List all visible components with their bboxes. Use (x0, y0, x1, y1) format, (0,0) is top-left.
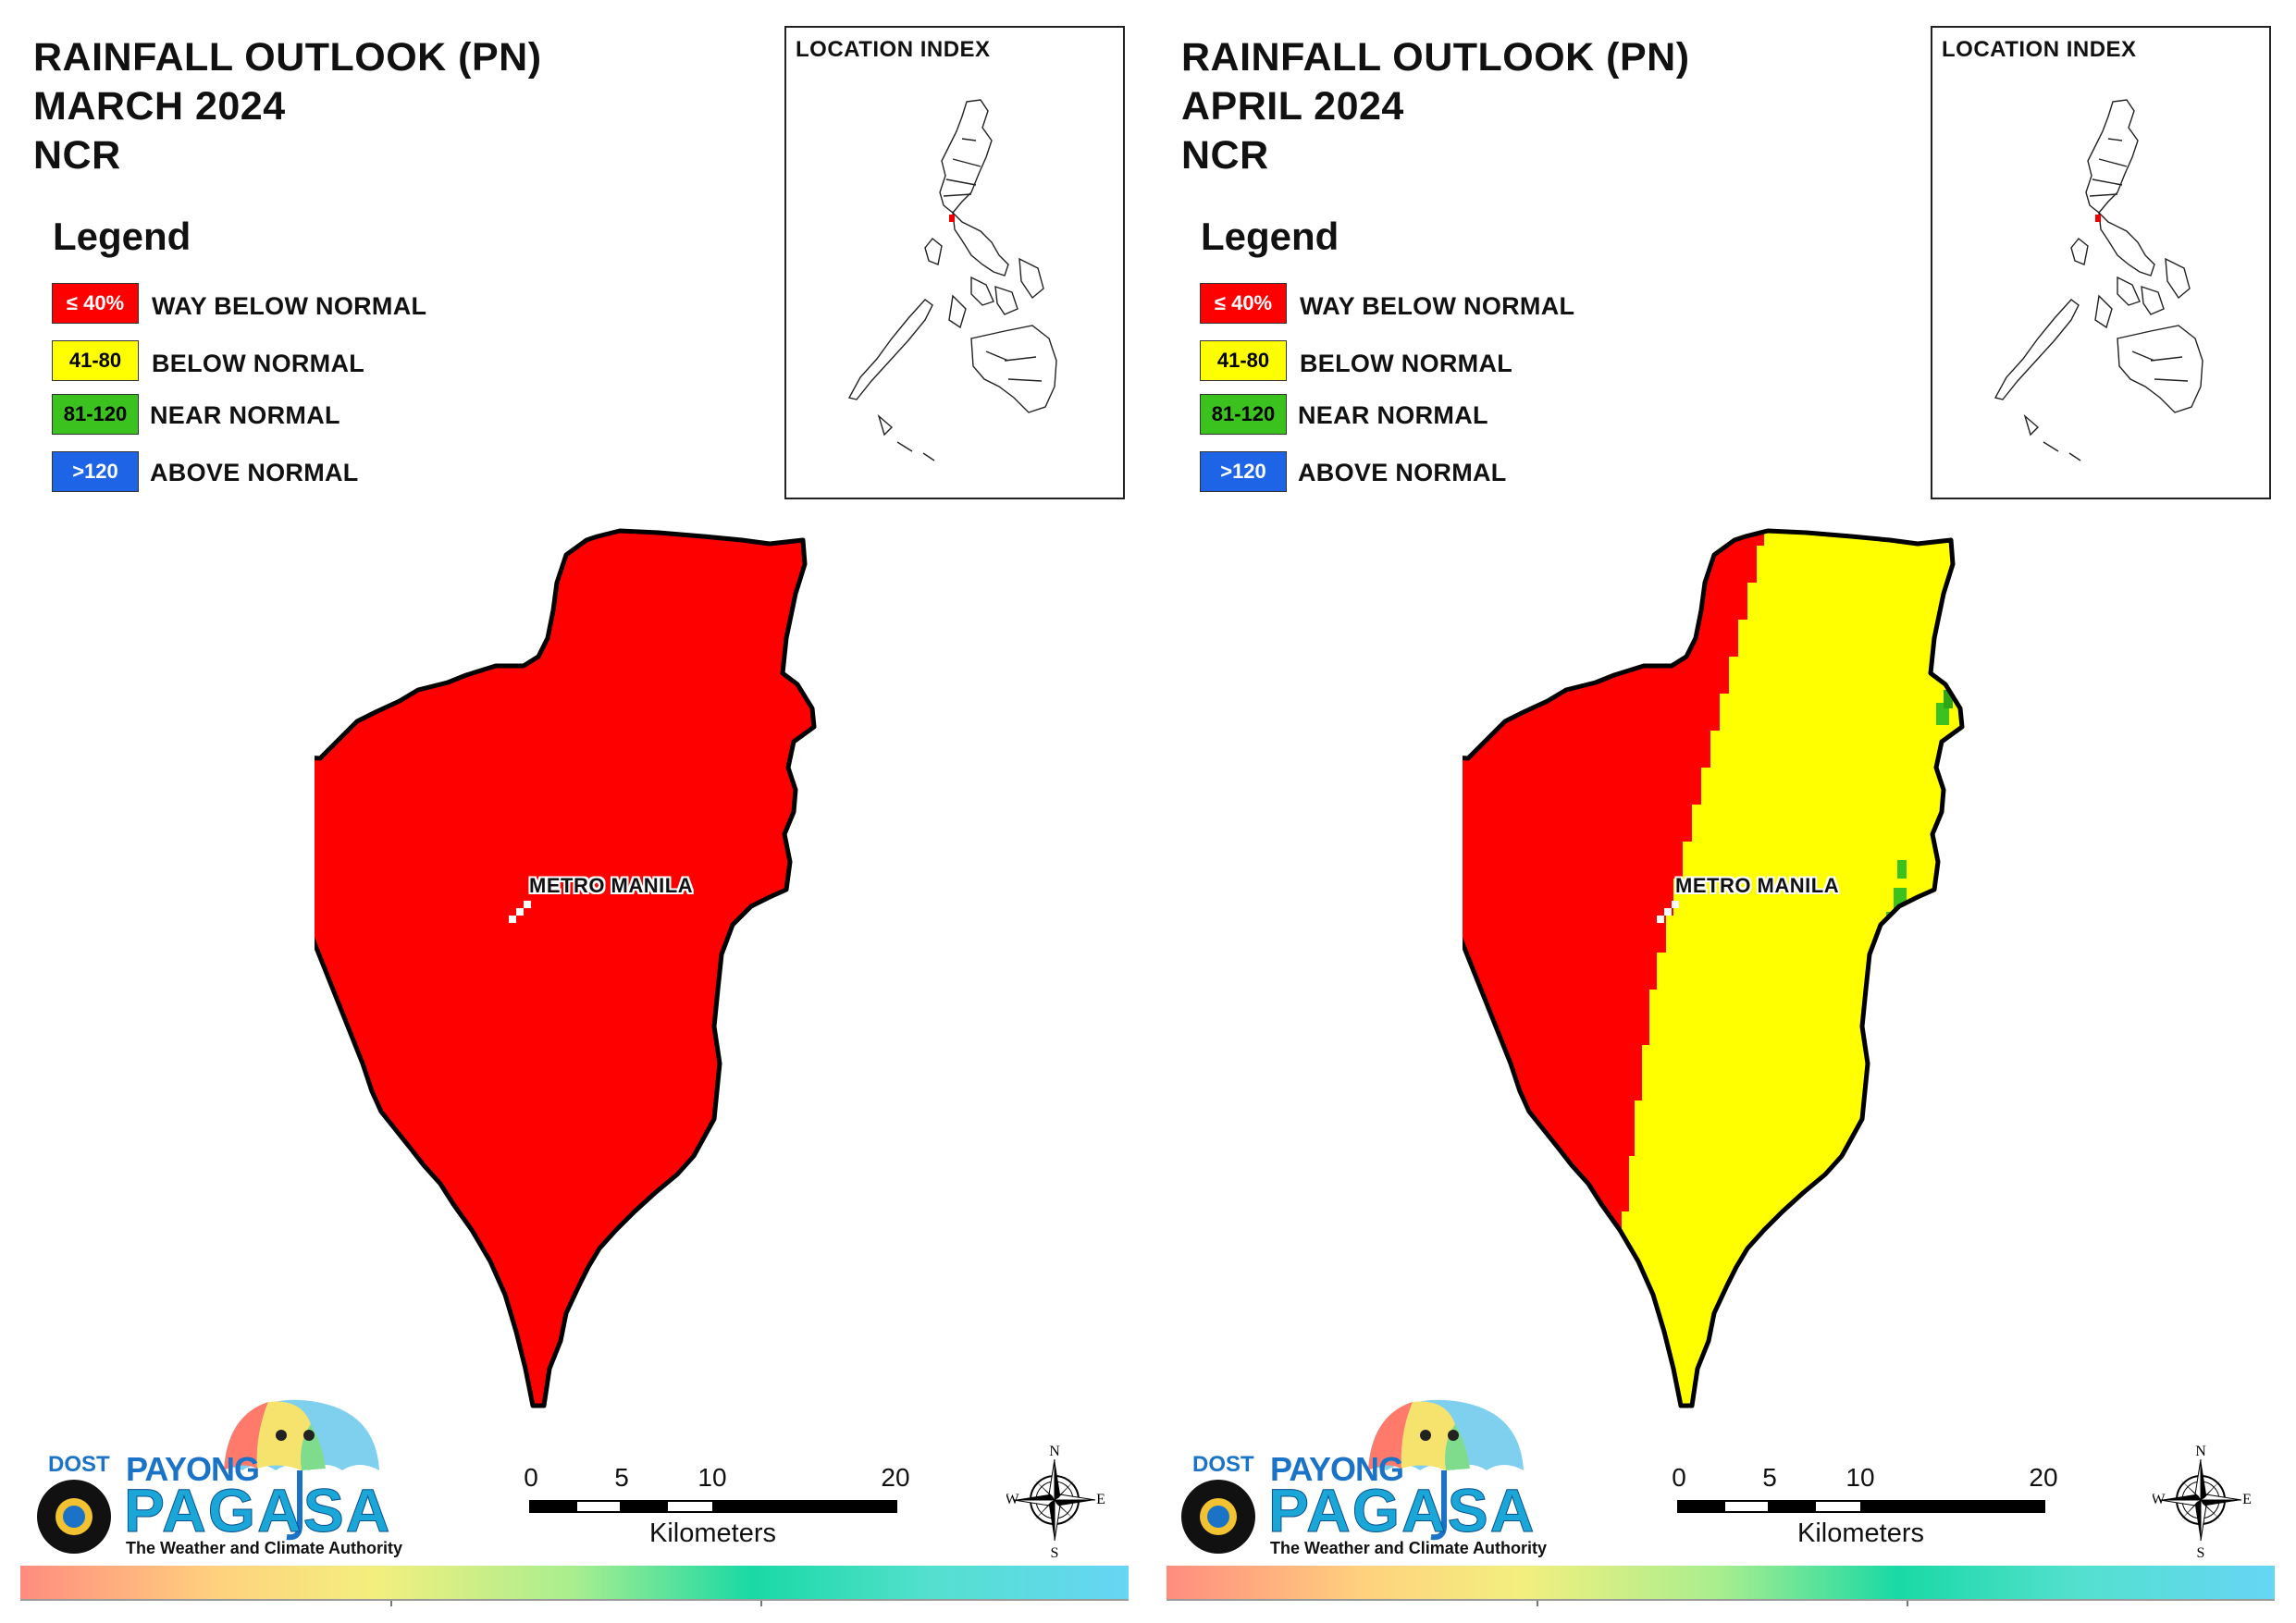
scale-tick: 5 (614, 1463, 629, 1492)
march-panel: RAINFALL OUTLOOK (PN) MARCH 2024 NCR Leg… (20, 26, 1129, 1606)
philippines-index-map (847, 99, 1057, 461)
footer-tick (390, 1599, 392, 1606)
ncr-rainfall-map (1463, 528, 1965, 1408)
logo-tagline: The Weather and Climate Authority (126, 1539, 403, 1557)
umbrella-icon (37, 1399, 379, 1554)
compass-e: E (1096, 1492, 1105, 1507)
footer-tick (1907, 1599, 1908, 1606)
logo-pagasa-text: PAGASA (123, 1476, 392, 1544)
region-label: METRO MANILA (529, 874, 694, 897)
title-month: MARCH 2024 (33, 84, 286, 129)
location-index-title: LOCATION INDEX (796, 37, 991, 62)
compass-n: N (1049, 1444, 1060, 1459)
compass-rose-icon: N S W E (1006, 1444, 1105, 1561)
footer-tick (760, 1599, 762, 1606)
legend-swatch: >120 (52, 451, 139, 492)
scale-bar: 0 5 10 20 Kilometers (1672, 1463, 2057, 1548)
legend-label: BELOW NORMAL (1300, 350, 1513, 377)
legend-swatch: ≤ 40% (1200, 283, 1287, 324)
scale-tick: 5 (1762, 1463, 1777, 1492)
april-panel: RAINFALL OUTLOOK (PN) APRIL 2024 NCR Leg… (1148, 0, 2296, 1623)
title-line-1: RAINFALL OUTLOOK (PN) (33, 35, 542, 80)
compass-n: N (2195, 1444, 2206, 1459)
scale-tick: 0 (524, 1463, 538, 1492)
logo-dost-text: DOST (1192, 1452, 1254, 1477)
location-index-title: LOCATION INDEX (1942, 37, 2137, 62)
logo-payong-text: PAYONG (1270, 1450, 1404, 1488)
scale-segment (666, 1500, 714, 1513)
scale-unit-label: Kilometers (1797, 1518, 1924, 1548)
scale-unit-label: Kilometers (649, 1518, 776, 1548)
footer-tick (1537, 1599, 1538, 1606)
legend-swatch: 81-120 (52, 394, 139, 435)
scale-segment (620, 1500, 668, 1513)
panel-title: RAINFALL OUTLOOK (PN) MARCH 2024 NCR (33, 33, 542, 180)
title-month: APRIL 2024 (1181, 84, 1404, 129)
title-region: NCR (33, 133, 121, 178)
region-label: METRO MANILA (1675, 874, 1840, 897)
scale-segment (1677, 1500, 1725, 1513)
umbrella-icon (1181, 1399, 1524, 1554)
scale-tick: 20 (881, 1463, 910, 1492)
scale-tick: 0 (1672, 1463, 1686, 1492)
legend-label: WAY BELOW NORMAL (1300, 292, 1575, 320)
legend-label: BELOW NORMAL (152, 350, 365, 377)
pagasa-logo: DOST PAYONG PAGASA The Weather and Clima… (1178, 1387, 1547, 1563)
legend-swatch: >120 (1200, 451, 1287, 492)
scale-segment (1723, 1500, 1770, 1513)
legend-label: WAY BELOW NORMAL (152, 292, 427, 320)
location-index-inset: LOCATION INDEX (1931, 26, 2271, 499)
compass-e: E (2242, 1492, 2252, 1507)
compass-s: S (2197, 1545, 2205, 1561)
compass-w: W (2153, 1492, 2166, 1507)
footer-gradient-bar (1167, 1566, 2275, 1606)
scale-segment (529, 1500, 577, 1513)
logo-payong-text: PAYONG (126, 1450, 260, 1488)
footer-gradient-bar (20, 1566, 1129, 1606)
legend-title: Legend (1201, 215, 1339, 258)
ncr-marker (949, 215, 955, 222)
panel-title: RAINFALL OUTLOOK (PN) APRIL 2024 NCR (1181, 33, 1690, 180)
legend-swatch: ≤ 40% (52, 283, 139, 324)
ncr-marker (2095, 215, 2101, 222)
logo-pagasa-text: PAGASA (1267, 1476, 1537, 1544)
ncr-rainfall-map (315, 528, 817, 1408)
scale-tick: 20 (2029, 1463, 2058, 1492)
scale-segment (1768, 1500, 1816, 1513)
legend-swatch: 41-80 (1200, 340, 1287, 381)
logo-tagline: The Weather and Climate Authority (1270, 1539, 1548, 1557)
pagasa-logo: DOST PAYONG PAGASA The Weather and Clima… (33, 1387, 402, 1563)
location-index-inset: LOCATION INDEX (784, 26, 1125, 499)
compass-w: W (1006, 1492, 1019, 1507)
footer-line (1167, 1599, 2275, 1601)
scale-segment (712, 1500, 897, 1513)
legend-swatch: 41-80 (52, 340, 139, 381)
legend-label: NEAR NORMAL (1298, 401, 1488, 429)
legend-label: NEAR NORMAL (150, 401, 340, 429)
compass-rose-icon: N S W E (2153, 1444, 2252, 1561)
logo-dost-text: DOST (48, 1452, 110, 1477)
legend-label: ABOVE NORMAL (1298, 459, 1507, 486)
scale-segment (1814, 1500, 1862, 1513)
title-region: NCR (1181, 133, 1269, 178)
scale-tick: 10 (1845, 1463, 1875, 1492)
legend-label: ABOVE NORMAL (150, 459, 359, 486)
title-line-1: RAINFALL OUTLOOK (PN) (1181, 35, 1690, 80)
scale-segment (575, 1500, 622, 1513)
footer-line (20, 1599, 1129, 1601)
legend-title: Legend (53, 215, 191, 258)
legend-swatch: 81-120 (1200, 394, 1287, 435)
philippines-index-map (1994, 99, 2203, 461)
scale-segment (1860, 1500, 2045, 1513)
scale-bar: 0 5 10 20 Kilometers (524, 1463, 909, 1548)
scale-tick: 10 (697, 1463, 727, 1492)
compass-s: S (1051, 1545, 1059, 1561)
